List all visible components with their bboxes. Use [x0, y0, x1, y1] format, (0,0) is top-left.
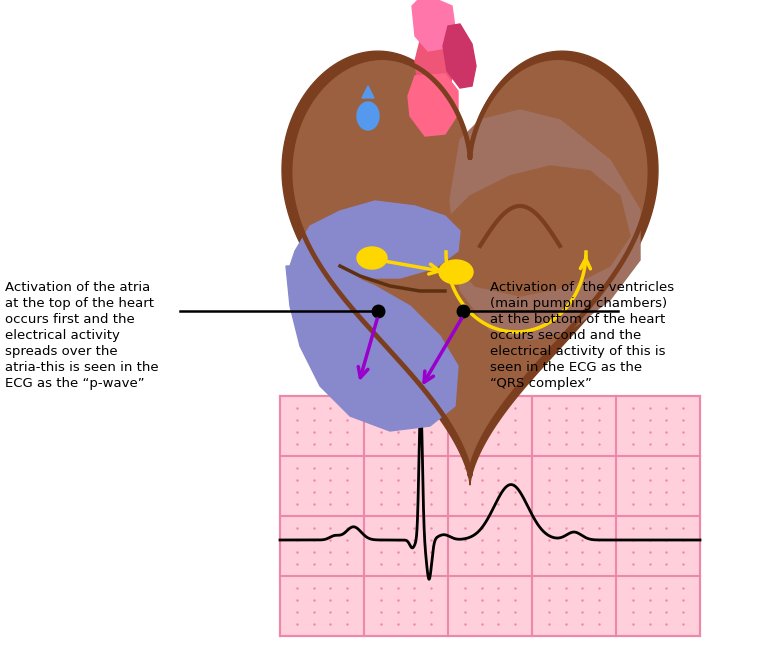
Polygon shape	[450, 166, 630, 296]
Ellipse shape	[357, 247, 387, 269]
Polygon shape	[292, 60, 648, 472]
Polygon shape	[450, 110, 640, 340]
Polygon shape	[286, 266, 458, 431]
Text: Activation of  the ventricles
(main pumping chambers)
at the bottom of the heart: Activation of the ventricles (main pumpi…	[490, 281, 674, 390]
Ellipse shape	[439, 260, 473, 284]
Polygon shape	[412, 0, 455, 51]
Polygon shape	[443, 24, 476, 88]
Polygon shape	[415, 38, 452, 106]
Text: Activation of the atria
at the top of the heart
occurs first and the
electrical : Activation of the atria at the top of th…	[5, 281, 159, 390]
Bar	[280, 396, 700, 636]
Polygon shape	[362, 86, 374, 98]
Polygon shape	[282, 51, 658, 485]
Polygon shape	[408, 74, 458, 136]
Polygon shape	[290, 201, 460, 278]
Ellipse shape	[357, 102, 379, 130]
